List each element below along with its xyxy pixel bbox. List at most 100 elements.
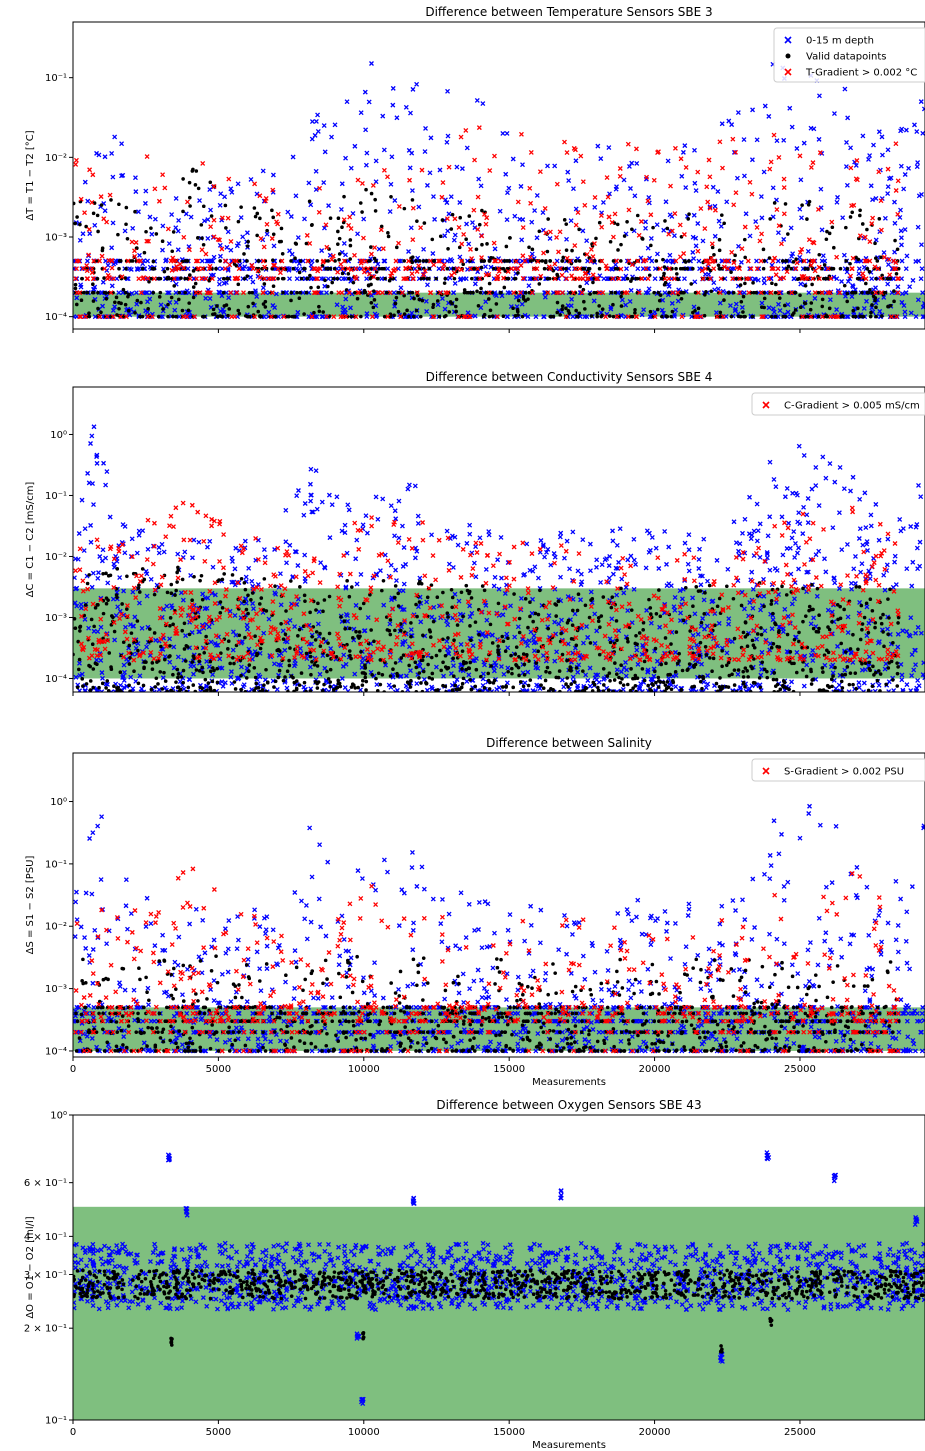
marker-surface — [918, 99, 924, 105]
marker-valid — [227, 307, 232, 311]
marker-gradient — [577, 266, 583, 272]
marker-surface — [480, 631, 486, 637]
marker-surface — [525, 643, 531, 649]
marker-valid — [417, 600, 422, 604]
marker-surface — [908, 310, 914, 316]
marker-surface — [489, 632, 495, 638]
marker-valid — [516, 313, 520, 317]
marker-surface — [467, 531, 473, 537]
marker-surface — [699, 661, 705, 667]
marker-valid — [546, 217, 550, 221]
marker-valid — [564, 306, 568, 311]
marker-gradient — [483, 221, 489, 227]
marker-valid — [806, 267, 810, 271]
marker-gradient — [709, 241, 715, 247]
marker-valid — [521, 297, 526, 301]
marker-valid — [811, 626, 816, 631]
marker-gradient — [410, 237, 416, 243]
marker-valid — [577, 311, 582, 316]
marker-surface — [217, 276, 222, 282]
marker-surface — [228, 186, 234, 192]
marker-surface — [725, 566, 731, 572]
marker-surface — [262, 554, 268, 560]
marker-valid — [842, 607, 846, 612]
marker-gradient — [353, 266, 359, 272]
marker-surface — [343, 155, 349, 161]
marker-valid — [527, 245, 531, 250]
marker-valid — [874, 305, 878, 310]
marker-surface — [557, 534, 563, 540]
marker-valid — [462, 288, 467, 292]
marker-valid — [767, 256, 772, 260]
marker-surface — [786, 520, 792, 526]
marker-valid — [396, 309, 401, 314]
marker-surface — [644, 528, 650, 534]
marker-surface — [649, 534, 655, 540]
marker-surface — [835, 643, 840, 649]
marker-gradient — [414, 269, 420, 274]
marker-gradient — [372, 266, 378, 272]
marker-gradient — [672, 211, 678, 217]
marker-surface — [442, 197, 448, 203]
marker-surface — [160, 223, 166, 229]
marker-valid — [722, 221, 726, 226]
marker-gradient — [870, 215, 876, 221]
marker-surface — [387, 209, 393, 215]
marker-surface — [85, 470, 91, 476]
marker-valid — [504, 244, 509, 249]
marker-gradient — [781, 176, 787, 182]
marker-gradient — [459, 258, 465, 264]
marker-surface — [123, 624, 128, 630]
marker-surface — [749, 569, 755, 575]
marker-surface — [534, 682, 540, 688]
marker-surface — [322, 665, 328, 671]
marker-gradient — [314, 276, 320, 282]
marker-valid — [840, 314, 845, 318]
marker-gradient — [77, 314, 83, 320]
marker-gradient — [203, 251, 209, 257]
marker-valid — [340, 225, 344, 230]
marker-surface — [774, 568, 780, 573]
marker-valid — [509, 653, 513, 658]
marker-gradient — [572, 243, 578, 249]
marker-surface — [547, 236, 553, 241]
marker-gradient — [614, 314, 620, 320]
marker-gradient — [479, 255, 484, 261]
marker-gradient — [571, 276, 576, 282]
marker-gradient — [895, 178, 901, 184]
marker-valid — [752, 645, 757, 650]
marker-valid — [146, 306, 150, 311]
marker-valid — [139, 300, 143, 305]
marker-surface — [100, 547, 106, 553]
marker-surface — [913, 662, 919, 668]
marker-valid — [399, 656, 404, 660]
marker-gradient — [825, 290, 831, 296]
marker-surface — [611, 276, 617, 282]
marker-valid — [733, 253, 737, 258]
marker-surface — [682, 143, 688, 149]
marker-gradient — [255, 268, 261, 274]
marker-surface — [631, 536, 637, 542]
marker-valid — [461, 262, 466, 267]
marker-gradient — [436, 258, 442, 264]
marker-surface — [787, 105, 793, 111]
marker-surface — [390, 85, 396, 91]
marker-valid — [875, 678, 880, 683]
marker-valid — [236, 219, 241, 224]
marker-valid — [279, 226, 284, 231]
marker-surface — [679, 596, 685, 602]
marker-surface — [277, 571, 283, 577]
marker-valid — [73, 626, 78, 631]
marker-gradient — [323, 222, 329, 228]
marker-gradient — [385, 174, 390, 180]
marker-valid — [407, 663, 411, 668]
marker-surface — [499, 575, 504, 581]
marker-surface — [753, 219, 759, 225]
marker-valid — [162, 269, 167, 274]
marker-valid — [157, 295, 162, 299]
marker-valid — [867, 269, 872, 274]
marker-surface — [398, 285, 404, 291]
marker-surface — [881, 295, 887, 300]
marker-gradient — [89, 199, 95, 205]
marker-surface — [552, 554, 558, 560]
